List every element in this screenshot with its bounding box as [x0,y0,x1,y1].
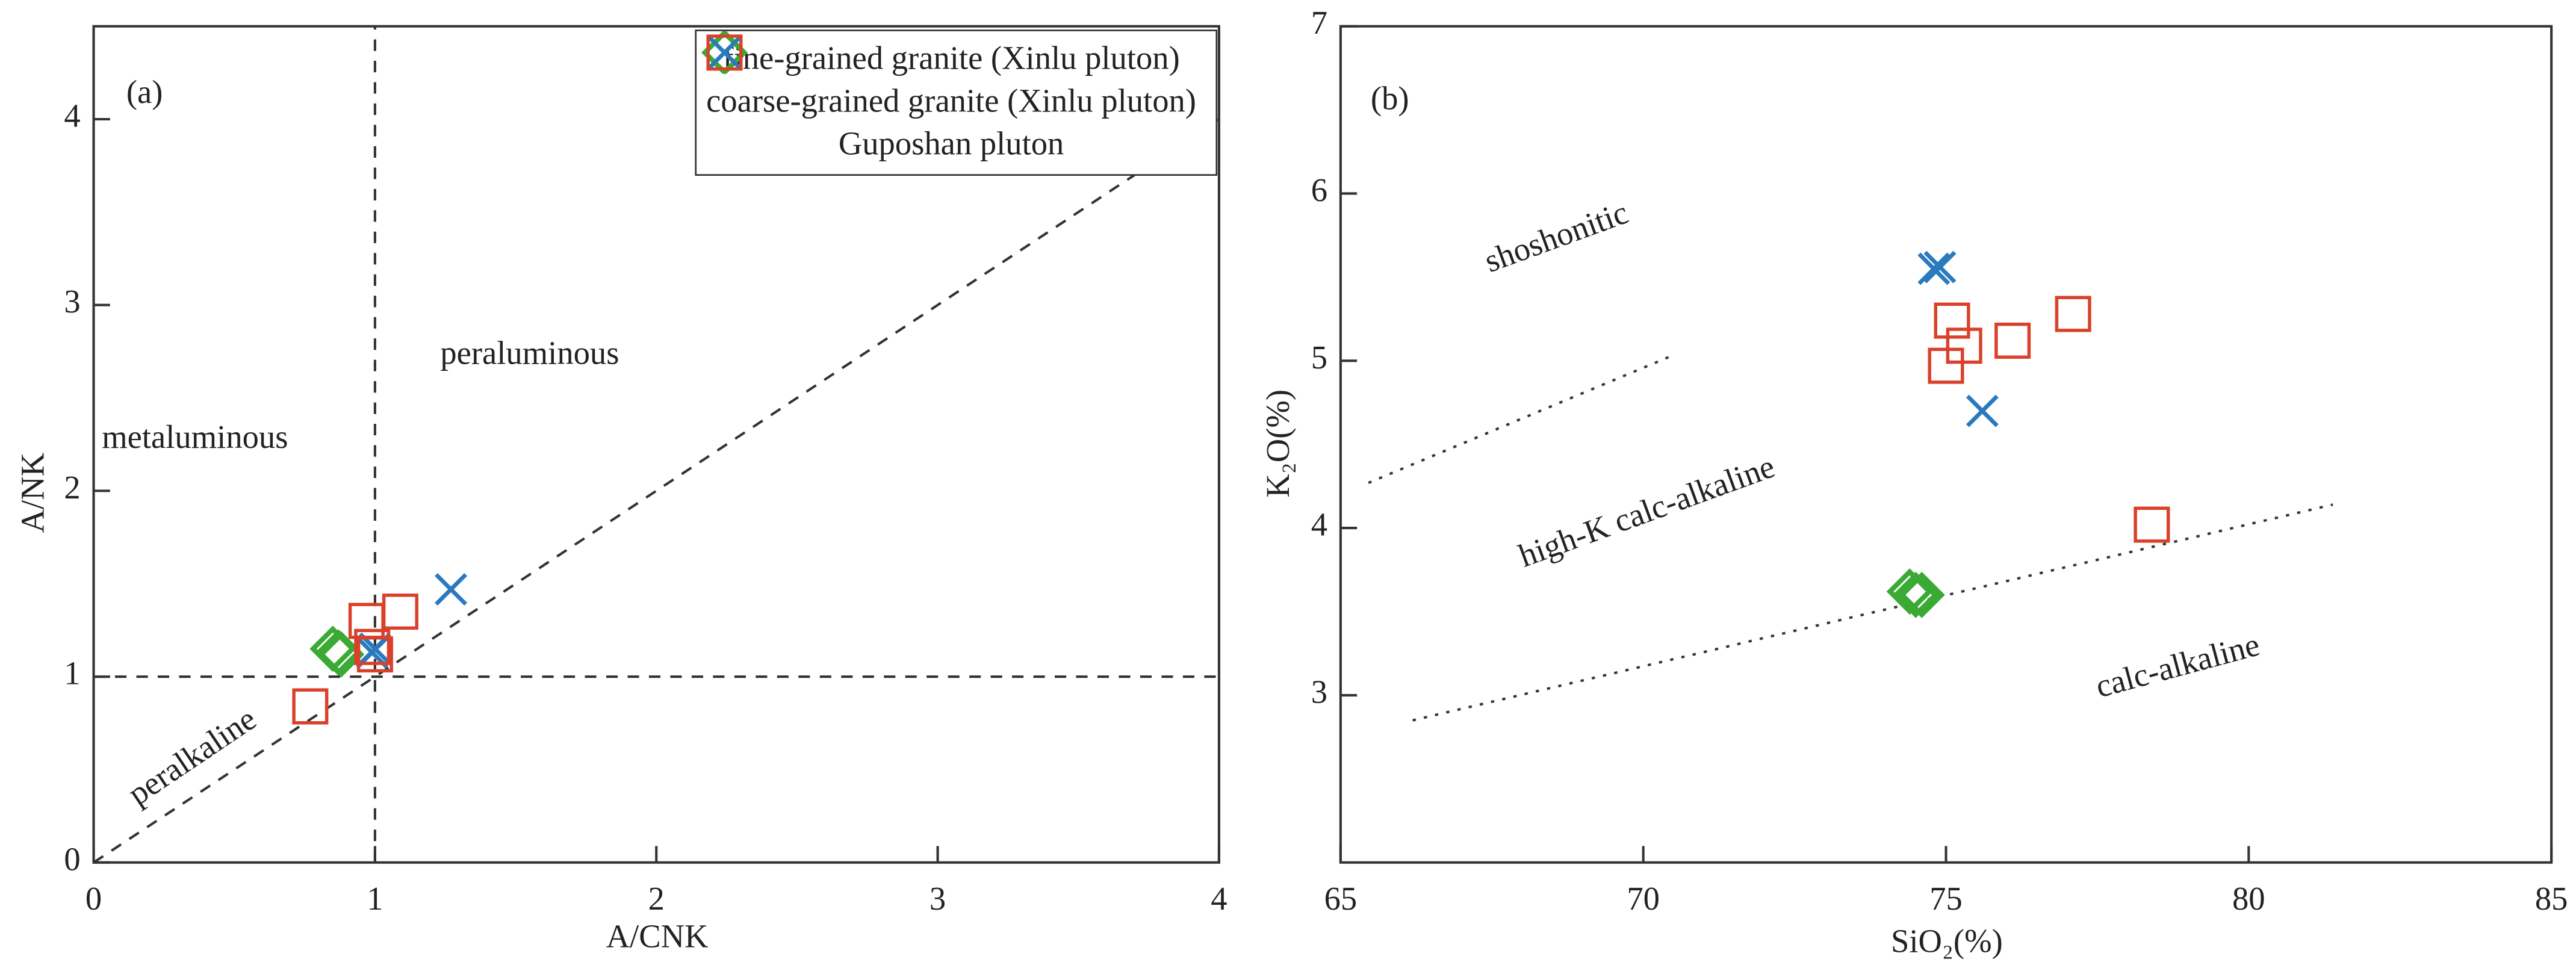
legend-symbol [706,34,743,71]
x-tick-label: 3 [930,880,946,917]
legend-entry: Guposhan pluton [697,34,1215,166]
x-tick-label: 80 [2232,880,2265,917]
y-tick-label: 7 [1311,4,1327,41]
legend-label: fine-grained granite (Xinlu pluton) [722,41,1180,78]
point [1946,327,1982,364]
x-tick-label: 1 [367,880,383,917]
legend-marker [708,36,741,69]
x-tick-label: 75 [1929,880,1963,917]
x-tick-label: 2 [648,880,665,917]
reference-line [1368,353,1677,484]
y-tick-label: 5 [1311,339,1327,376]
legend-symbol [708,36,741,69]
x-axis-label: A/CNK [606,918,709,955]
y-tick-label: 4 [1311,506,1327,543]
y-tick-label: 4 [64,98,80,134]
reference-line [1412,503,2333,722]
point [2055,296,2091,332]
point [1934,302,1970,339]
point [1898,571,1945,618]
point [292,688,329,725]
point [354,628,391,665]
x-tick-label: 65 [1324,880,1358,917]
annotation: metaluminous [102,418,288,455]
point [2134,506,2170,543]
annotation: peraluminous [440,335,619,371]
legend-entry: coarse-grained granite (Xinlu pluton) [697,36,1215,123]
y-tick-label: 6 [1311,172,1327,208]
legend-entry: fine-grained granite (Xinlu pluton) [697,31,1215,80]
annotation: peralkaline [121,700,262,812]
y-tick-label: 1 [64,655,80,692]
point [1966,394,1999,427]
annotation: calc-alkaline [2092,625,2264,704]
point [1923,250,1957,284]
legend-symbol [701,31,748,74]
y-tick-label: 0 [64,840,80,877]
reference-line [93,118,1220,864]
x-tick-label: 85 [2535,880,2568,917]
legend: fine-grained granite (Xinlu pluton) coars… [695,29,1218,176]
point [1917,252,1951,285]
panel-label: (b) [1371,80,1409,117]
annotation: high-K calc-alkaline [1514,447,1780,574]
y-axis-label: K₂O(%) [1259,389,1296,498]
y-tick-label: 3 [64,283,80,320]
annotation: shoshonitic [1480,194,1633,279]
legend-label: coarse-grained granite (Xinlu pluton) [706,84,1197,120]
y-axis-label: A/NK [14,453,51,533]
panel-label: (a) [126,73,163,110]
x-axis-label: SiO₂(%) [1891,923,2003,960]
x-tick-label: 70 [1627,880,1660,917]
point [1994,322,2031,359]
point [356,636,393,673]
legend-label: Guposhan pluton [838,126,1064,163]
point [435,572,468,606]
plot-frame [1339,25,2553,864]
y-tick-label: 2 [64,469,80,506]
legend-marker [706,34,743,71]
legend-marker [701,31,748,74]
point [1928,347,1964,384]
x-tick-label: 4 [1211,880,1227,917]
y-tick-label: 3 [1311,673,1327,710]
point [1886,568,1933,615]
point [382,593,418,630]
x-tick-label: 0 [85,880,102,917]
